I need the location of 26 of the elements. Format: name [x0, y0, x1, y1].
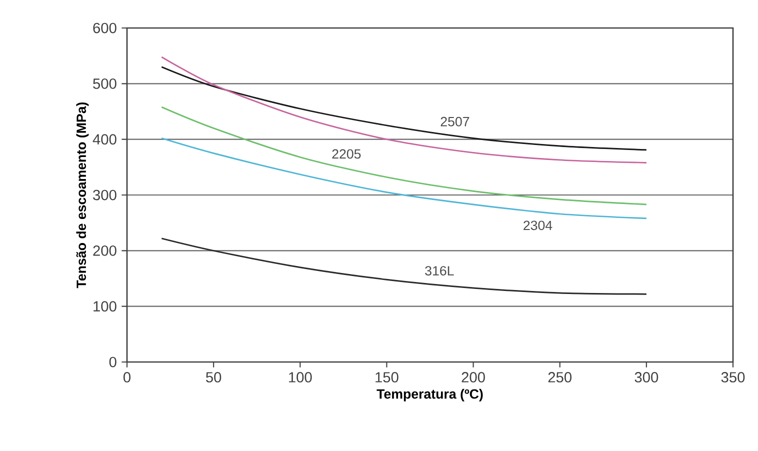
- series-label: 2205: [332, 149, 361, 159]
- y-tick-label: 200: [93, 245, 116, 256]
- series-label: 316L: [425, 266, 454, 276]
- line-series: [160, 56, 648, 164]
- x-tick-label: 50: [206, 372, 222, 382]
- line-series: [160, 238, 648, 295]
- y-tick-label: 0: [109, 356, 116, 368]
- y-tick-label: 600: [93, 22, 116, 34]
- x-tick-label: 0: [123, 372, 130, 382]
- x-axis-title: Temperatura (ºC): [376, 388, 483, 402]
- x-tick-label: 300: [634, 372, 658, 382]
- x-tick-label: 350: [721, 372, 745, 382]
- x-tick-label: 150: [376, 372, 398, 382]
- x-tick-label: 200: [462, 372, 485, 382]
- y-axis-title: Tensão de escoamento (MPa): [76, 102, 89, 288]
- y-tick-label: 400: [92, 134, 116, 145]
- line-series: [160, 106, 648, 206]
- x-tick-label: 100: [289, 372, 312, 382]
- line-series: [160, 66, 648, 151]
- y-tick-label: 100: [94, 301, 116, 312]
- x-tick-label: 250: [548, 372, 572, 382]
- line-series: [160, 137, 648, 220]
- y-tick-label: 300: [93, 190, 116, 200]
- series-label: 2304: [524, 220, 552, 230]
- y-tick-label: 500: [93, 78, 116, 89]
- series-label: 2507: [440, 116, 470, 126]
